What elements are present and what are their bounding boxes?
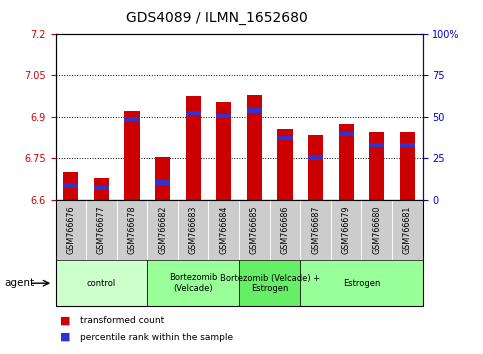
Bar <box>155 157 170 200</box>
Text: GSM766685: GSM766685 <box>250 206 259 255</box>
Bar <box>400 132 415 200</box>
Text: GDS4089 / ILMN_1652680: GDS4089 / ILMN_1652680 <box>127 11 308 25</box>
Bar <box>247 95 262 200</box>
Text: GSM766676: GSM766676 <box>66 206 75 255</box>
Bar <box>94 178 109 200</box>
Text: GSM766680: GSM766680 <box>372 206 381 254</box>
Text: GSM766682: GSM766682 <box>158 206 167 255</box>
Text: percentile rank within the sample: percentile rank within the sample <box>80 332 233 342</box>
Text: Bortezomib
(Velcade): Bortezomib (Velcade) <box>169 274 217 293</box>
Bar <box>369 143 384 147</box>
Text: agent: agent <box>5 278 35 288</box>
Bar <box>185 111 201 115</box>
Bar <box>308 155 323 160</box>
Bar <box>155 180 170 185</box>
Bar <box>185 96 201 200</box>
Bar <box>125 111 140 200</box>
Bar <box>339 132 354 136</box>
Bar <box>94 186 109 190</box>
Text: GSM766681: GSM766681 <box>403 206 412 254</box>
Text: GSM766687: GSM766687 <box>311 206 320 255</box>
Text: GSM766684: GSM766684 <box>219 206 228 254</box>
Text: GSM766679: GSM766679 <box>341 206 351 255</box>
Bar <box>63 172 78 200</box>
Text: GSM766678: GSM766678 <box>128 206 137 255</box>
Bar <box>339 124 354 200</box>
Bar <box>247 108 262 113</box>
Bar <box>277 136 293 141</box>
Bar <box>216 102 231 200</box>
Bar <box>308 135 323 200</box>
Bar <box>369 132 384 200</box>
Bar <box>400 143 415 147</box>
Text: ■: ■ <box>60 332 71 342</box>
Text: GSM766677: GSM766677 <box>97 206 106 255</box>
Text: control: control <box>87 279 116 288</box>
Bar <box>125 116 140 121</box>
Text: GSM766683: GSM766683 <box>189 206 198 254</box>
Text: GSM766686: GSM766686 <box>281 206 289 254</box>
Text: transformed count: transformed count <box>80 316 164 325</box>
Bar <box>277 129 293 200</box>
Text: Estrogen: Estrogen <box>343 279 380 288</box>
Bar <box>63 183 78 188</box>
Text: Bortezomib (Velcade) +
Estrogen: Bortezomib (Velcade) + Estrogen <box>220 274 320 293</box>
Text: ■: ■ <box>60 315 71 325</box>
Bar <box>216 114 231 118</box>
